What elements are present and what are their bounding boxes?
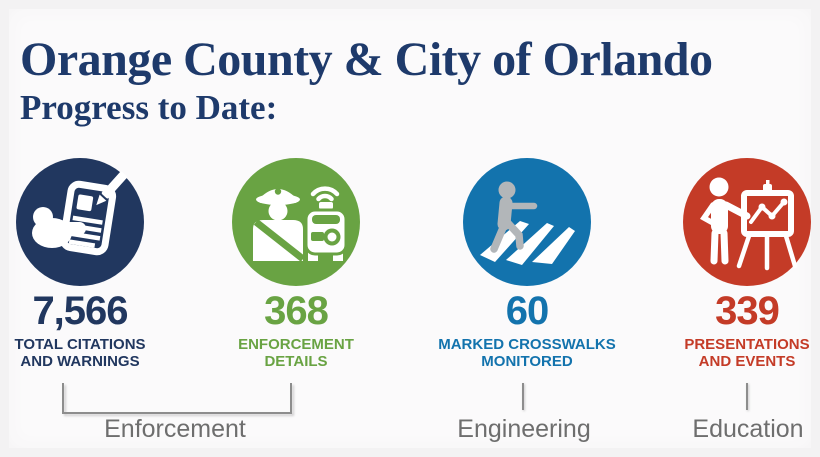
education-group-tick: [746, 383, 748, 410]
stat-presentations: 339 PRESENTATIONS AND EVENTS: [657, 158, 820, 370]
citation-ticket-icon: [16, 158, 144, 286]
group-label-education: Education: [692, 415, 804, 443]
engineering-group-tick: [522, 383, 524, 410]
stat-label: PRESENTATIONS AND EVENTS: [684, 336, 810, 370]
group-label-enforcement: Enforcement: [104, 415, 246, 443]
group-label-engineering: Engineering: [457, 415, 591, 443]
stat-citations: 7,566 TOTAL CITATIONS AND WARNINGS: [0, 158, 170, 370]
police-officer-patrol-car-icon: [232, 158, 360, 286]
page-subtitle: Progress to Date:: [20, 88, 278, 127]
stat-circle: [463, 158, 591, 286]
stat-value: 7,566: [32, 289, 128, 333]
stat-value: 368: [264, 289, 329, 333]
presenter-easel-icon: [683, 158, 811, 286]
stat-value: 339: [715, 289, 780, 333]
pedestrian-crosswalk-icon: [463, 158, 591, 286]
page-title: Orange County & City of Orlando: [20, 33, 713, 86]
stat-label: ENFORCEMENT DETAILS: [238, 336, 354, 370]
stat-label: MARKED CROSSWALKS MONITORED: [438, 336, 616, 370]
stat-enforcement-details: 368 ENFORCEMENT DETAILS: [206, 158, 386, 370]
stat-value: 60: [505, 289, 550, 333]
enforcement-group-bracket: [62, 383, 292, 414]
stat-crosswalks: 60 MARKED CROSSWALKS MONITORED: [437, 158, 617, 370]
stat-label: TOTAL CITATIONS AND WARNINGS: [14, 336, 146, 370]
